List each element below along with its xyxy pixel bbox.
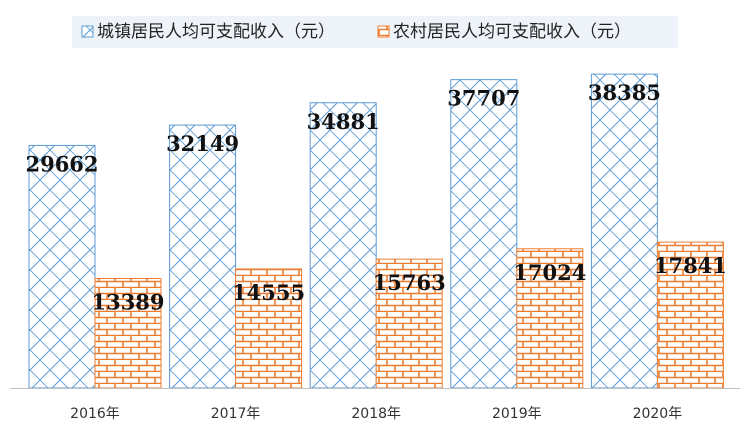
bar-rural-0 (94, 278, 162, 389)
x-tick-label-4: 2020年 (633, 406, 683, 422)
value-label-urban-0: 29662 (25, 151, 98, 176)
x-axis: 2016年 2017年 2018年 2019年 2020年 (10, 388, 740, 422)
value-label-rural-4: 17841 (654, 253, 727, 278)
legend-background (72, 16, 678, 48)
legend-swatch-0 (81, 25, 94, 38)
legend-label-1: 农村居民人均可支配收入（元） (393, 22, 631, 42)
x-tick-label-3: 2019年 (492, 406, 542, 422)
x-tick-label-0: 2016年 (70, 406, 120, 422)
value-label-rural-2: 15763 (373, 270, 446, 295)
x-tick-label-2: 2018年 (351, 406, 401, 422)
bar-urban-1 (169, 124, 237, 389)
value-label-rural-0: 13389 (91, 290, 164, 315)
bars: 29662 13389 32149 14555 34881 15763 37707 17024… (25, 73, 727, 389)
value-label-rural-3: 17024 (513, 260, 586, 285)
legend-label-0: 城镇居民人均可支配收入（元） (97, 22, 335, 42)
bar-urban-4 (590, 73, 658, 389)
bar-urban-0 (28, 144, 96, 389)
bar-urban-3 (450, 79, 518, 389)
value-label-rural-1: 14555 (232, 280, 305, 305)
value-label-urban-4: 38385 (588, 80, 661, 105)
legend-swatch-1 (377, 25, 390, 38)
bar-rural-1 (235, 268, 303, 389)
value-label-urban-1: 32149 (166, 131, 239, 156)
bar-urban-2 (309, 102, 377, 389)
x-tick-label-1: 2017年 (211, 406, 261, 422)
bar-rural-2 (375, 258, 443, 389)
value-label-urban-3: 37707 (447, 86, 520, 111)
value-label-urban-2: 34881 (307, 109, 380, 134)
bar-rural-3 (516, 248, 584, 389)
legend: 城镇居民人均可支配收入（元） 农村居民人均可支配收入（元） (72, 16, 678, 48)
